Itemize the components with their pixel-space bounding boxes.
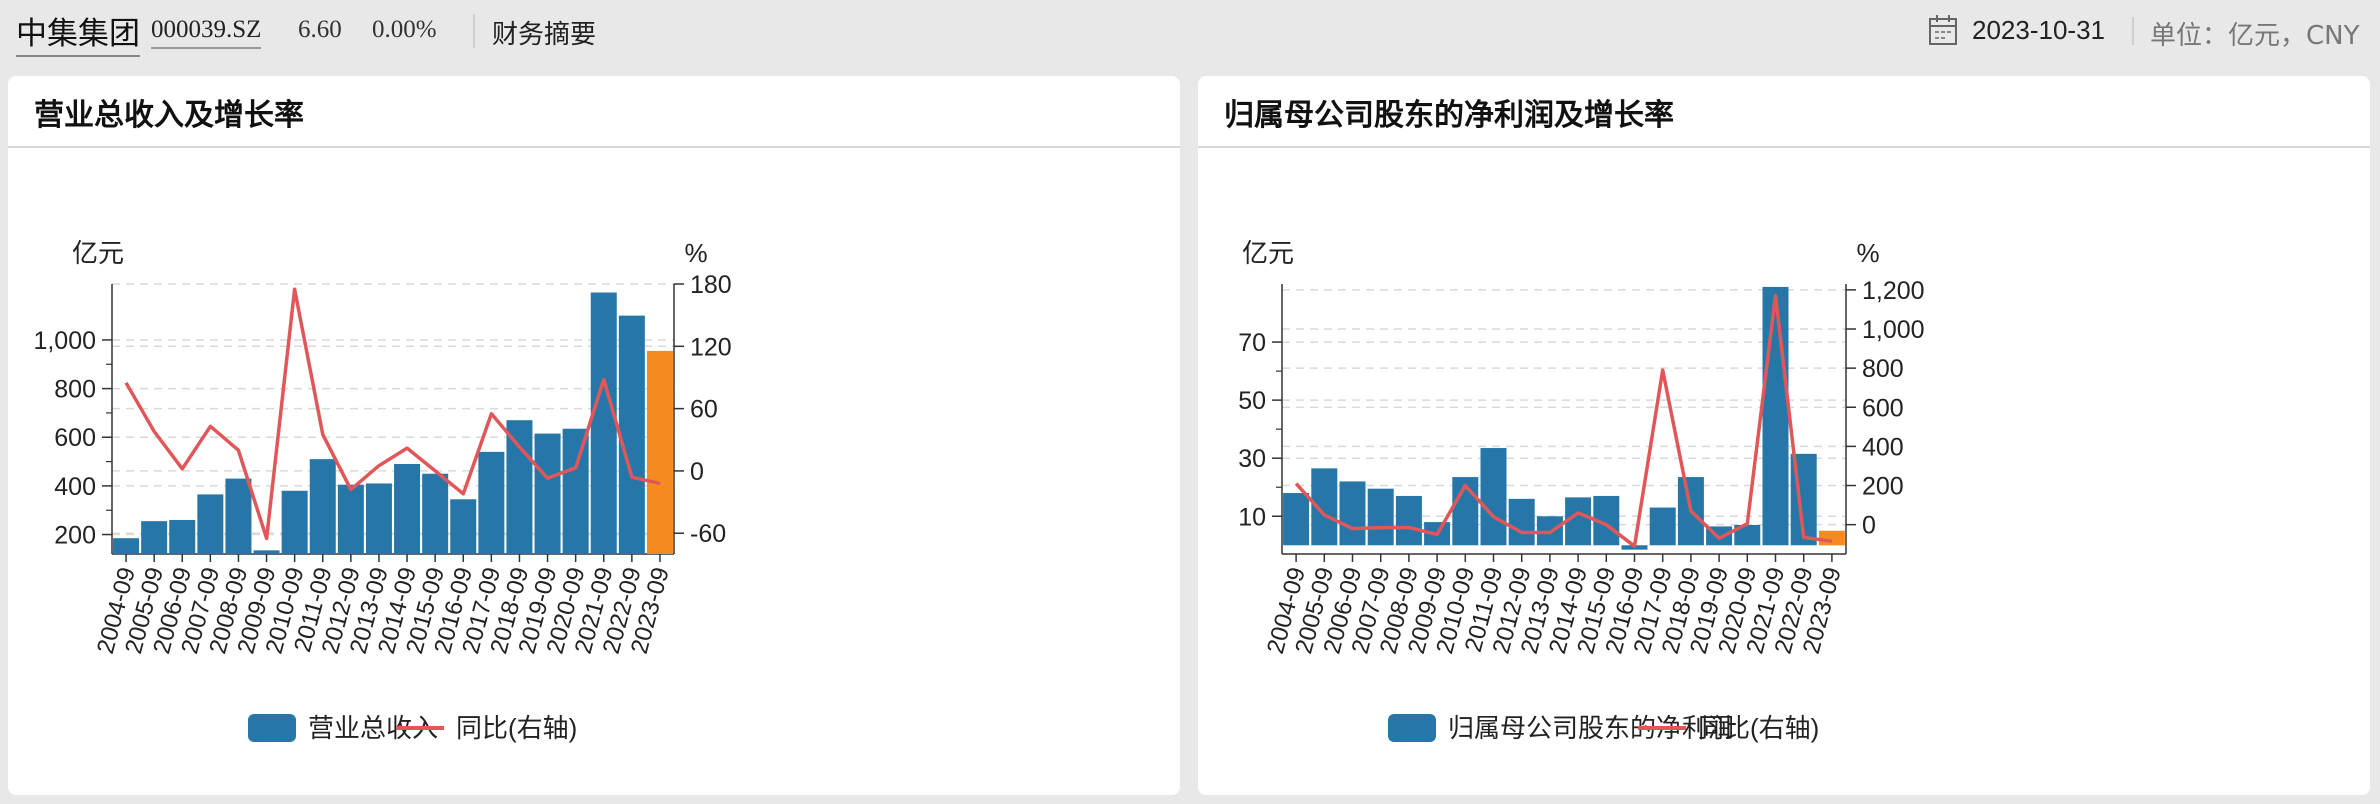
section-title: 财务摘要 [492,20,597,50]
stock-change: 0.00% [372,16,437,43]
bar [253,550,280,554]
bar [1762,286,1789,546]
bar [169,519,196,554]
bar [309,459,336,554]
unit-label: 单位：亿元，CNY [2150,21,2360,51]
bar [394,464,421,554]
stock-code-link[interactable]: 000039.SZ [151,16,262,49]
bar [113,538,140,554]
y-tick-label: 10 [1238,503,1266,531]
y-tick-label: 400 [54,473,96,501]
bar [141,521,168,554]
y2-axis-unit-label: % [684,238,707,268]
y2-tick-label: 200 [1862,473,1904,501]
divider [473,14,475,48]
y2-tick-label: -60 [690,520,726,548]
stock-price: 6.60 [298,16,342,43]
growth-line [124,287,661,541]
legend-swatch-bar [248,714,296,742]
legend-label: 归属母公司股东的净利润 [1448,713,1734,743]
divider [2132,17,2134,45]
bar [1734,524,1761,546]
bar [1283,493,1310,546]
bar [1508,498,1535,546]
panel-title: 归属母公司股东的净利润及增长率 [1224,98,1674,133]
y-tick-label: 50 [1238,387,1266,415]
bar [1480,448,1507,546]
legend-swatch-bar [1388,714,1436,742]
bar [618,315,645,554]
y2-tick-label: 800 [1862,355,1904,383]
y-tick-label: 30 [1238,445,1266,473]
growth-line [1294,293,1833,548]
bar [281,490,308,554]
legend-label: 同比(右轴) [456,713,577,743]
stock-name-link[interactable]: 中集集团 [16,8,140,57]
bar [646,350,673,554]
bar [506,420,533,554]
bar [422,473,449,554]
y2-tick-label: 400 [1862,433,1904,461]
panel-title: 营业总收入及增长率 [34,98,304,133]
y-tick-label: 200 [54,522,96,550]
bar [365,483,392,554]
bar [478,451,505,554]
y2-tick-label: 120 [690,333,732,361]
bar [1649,507,1676,546]
calendar-icon[interactable] [1928,14,1958,46]
bar [1565,497,1592,546]
bar [225,478,252,554]
y2-tick-label: 1,000 [1862,316,1925,344]
bar [1367,488,1394,546]
revenue-panel: 营业总收入及增长率 亿元% 200 400 600 800 1,000 -60 0 60 120 1… [8,76,1180,795]
net-profit-chart: 亿元 %1030507002004006008001,0001,2002004-0… [1238,238,1925,743]
y2-tick-label: 60 [690,396,718,424]
y2-tick-label: 0 [690,458,704,486]
y-tick-label: 800 [54,376,96,404]
bar [534,433,561,554]
panel-divider [8,146,1180,148]
legend-label: 同比(右轴) [1698,713,1819,743]
y-tick-label: 1,000 [33,327,96,355]
bar [197,494,224,554]
y2-tick-label: 180 [690,271,732,299]
report-date[interactable]: 2023-10-31 [1972,15,2105,45]
y2-tick-label: 1,200 [1862,277,1925,305]
y-axis-unit-label: 亿元 [72,238,124,268]
y2-tick-label: 0 [1862,512,1876,540]
bar [590,292,617,554]
y2-tick-label: 600 [1862,394,1904,422]
bar [562,428,589,554]
bar [1339,481,1366,546]
bar [337,484,364,554]
revenue-chart: 亿元 %2004006008001,000-600601201802004-092… [33,238,732,743]
bar [1818,530,1845,546]
y-tick-label: 70 [1238,329,1266,357]
y2-axis-unit-label: % [1856,238,1879,268]
bar [450,499,477,554]
net-profit-panel: 归属母公司股东的净利润及增长率 亿元% 10 30 50 70 0 200 400 600 800… [1198,76,2370,795]
y-tick-label: 600 [54,424,96,452]
panel-divider [1198,146,2370,148]
y-axis-unit-label: 亿元 [1242,238,1294,268]
top-bar: 中集集团 000039.SZ 6.60 0.00% 财务摘要 2023-10-3… [0,0,2380,62]
bar [1395,495,1422,546]
